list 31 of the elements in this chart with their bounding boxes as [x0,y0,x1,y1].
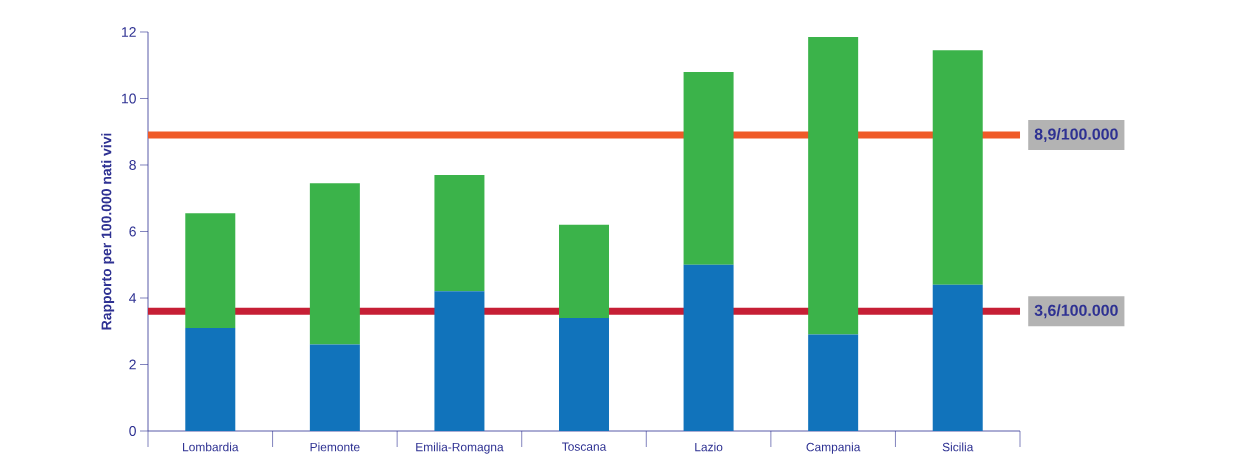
bar [309,183,360,345]
x-tick-label: Toscana [562,442,607,451]
bar [559,224,610,318]
bar [185,327,236,431]
y-tick-label: 10 [122,93,136,104]
ref-line-label: 8,9/100.000 [1034,128,1118,143]
bar [808,36,859,335]
y-tick-label: 8 [129,160,136,170]
bar [683,264,734,431]
y-tick-label: 12 [122,27,136,37]
x-tick-label: Lazio [695,442,723,452]
bar [932,50,983,285]
x-tick-label: Emilia-Romagna [416,442,504,454]
bar [683,71,734,265]
bar [309,344,360,431]
bar [434,291,485,431]
bar [808,334,859,431]
x-tick-label: Campania [806,442,861,454]
y-tick-label: 0 [129,426,136,436]
bar [185,213,236,328]
y-tick-label: 2 [129,359,136,370]
bar [559,317,610,431]
x-tick-label: Sicilia [942,442,974,452]
ref-line-label: 3,6/100.000 [1034,304,1118,319]
bar [434,174,485,292]
x-tick-label: Lombardia [183,442,239,452]
y-axis-title: Rapporto per 100.000 nati vivi [101,133,115,330]
y-tick-label: 4 [129,293,137,303]
bar [932,284,983,431]
y-tick-label: 6 [129,226,136,237]
x-tick-label: Piemonte [310,442,360,452]
